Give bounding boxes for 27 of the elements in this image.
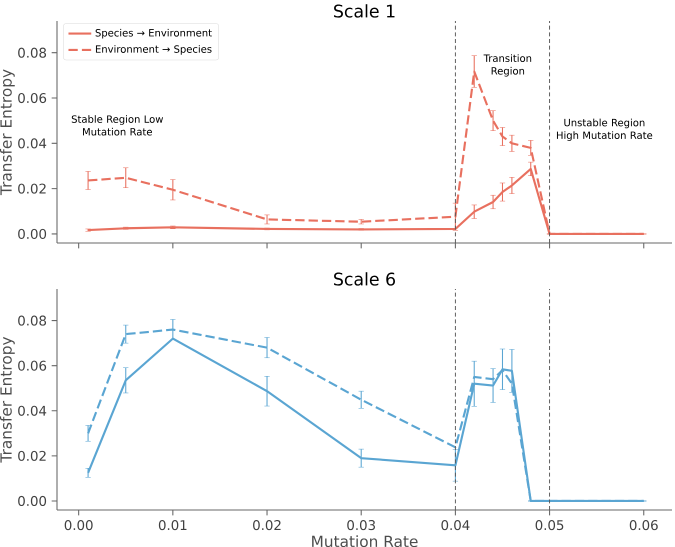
y-tick-label: 0.06 (18, 360, 46, 371)
chart-title: Scale 1 (334, 4, 394, 18)
y-tick-label: 0.04 (18, 138, 46, 148)
y-tick-label: 0.08 (18, 48, 46, 58)
y-tick-label: 0.02 (18, 450, 46, 461)
annotation: Stable Region Low Mutation Rate (72, 115, 164, 136)
x-tick-label: 0.06 (630, 520, 658, 530)
legend-label: Environment → Species (96, 45, 212, 55)
chart-title: Scale 6 (334, 272, 395, 286)
y-tick-label: 0.04 (18, 406, 46, 416)
annotation: Transition Region (484, 54, 532, 77)
y-tick-label: 0.00 (18, 496, 46, 506)
x-tick-label: 0.00 (64, 520, 93, 530)
x-tick-label: 0.04 (441, 520, 470, 530)
y-tick-label: 0.06 (18, 92, 46, 104)
y-tick-label: 0.00 (18, 228, 46, 239)
x-tick-label: 0.03 (347, 520, 375, 530)
annotation: Unstable Region High Mutation Rate (556, 118, 652, 141)
y-tick-label: 0.02 (18, 184, 46, 194)
x-axis-title: Mutation Rate (312, 535, 418, 547)
y-tick-label: 0.08 (18, 316, 46, 326)
x-tick-label: 0.05 (536, 520, 564, 530)
x-tick-label: 0.02 (253, 520, 281, 530)
y-axis-title: Transfer Entropy (0, 69, 15, 196)
x-tick-label: 0.01 (158, 520, 186, 530)
y-axis-title: Transfer Entropy (0, 336, 15, 463)
legend-label: Species → Environment (96, 28, 212, 38)
